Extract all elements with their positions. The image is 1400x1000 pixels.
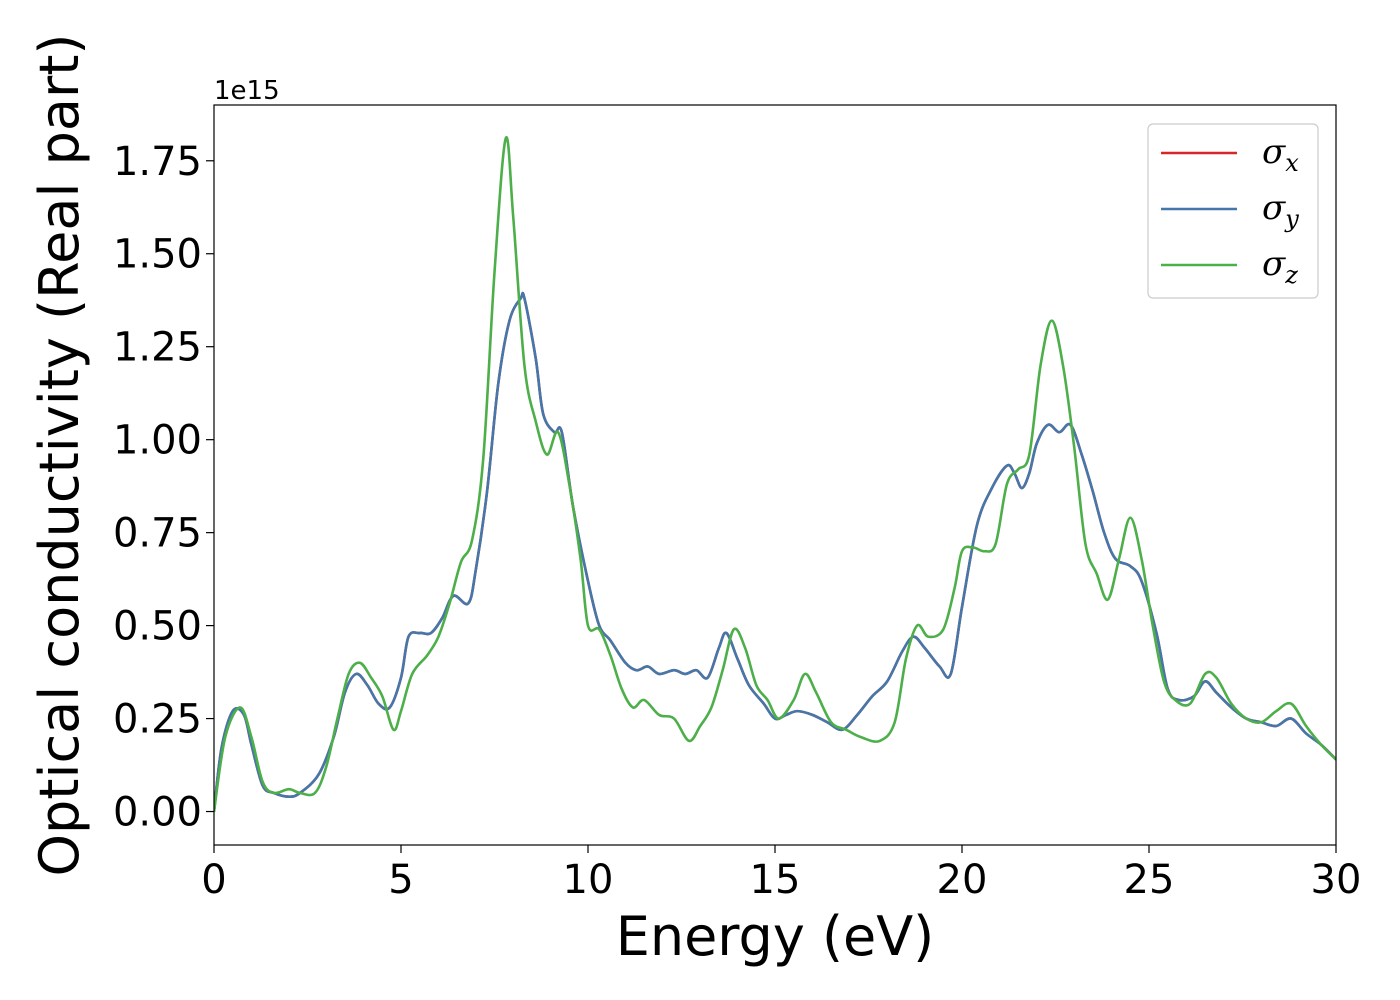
legend-box xyxy=(1147,123,1319,299)
y-axis-ticks: 0.00 0.25 0.50 0.75 1.00 1.25 1.50 1.75 xyxy=(113,139,214,836)
x-tick-label: 0 xyxy=(201,857,226,903)
series-line-sigma-z xyxy=(214,136,1336,812)
y-tick-label: 0.25 xyxy=(113,697,202,743)
y-tick-label: 0.50 xyxy=(113,604,202,650)
x-tick-label: 30 xyxy=(1311,857,1362,903)
legend-label: σz xyxy=(1262,244,1298,289)
x-tick-label: 25 xyxy=(1124,857,1175,903)
y-axis-offset-label: 1e15 xyxy=(214,76,280,106)
y-tick-label: 0.00 xyxy=(113,790,202,836)
y-tick-label: 1.75 xyxy=(113,139,202,185)
x-tick-label: 5 xyxy=(388,857,413,903)
legend: σx σy σz xyxy=(1147,123,1319,299)
legend-entry-sigma-x: σx xyxy=(1161,132,1299,177)
series-layer xyxy=(214,136,1336,812)
legend-label: σy xyxy=(1262,188,1299,233)
series-line-sigma-x xyxy=(214,291,1336,812)
legend-entry-sigma-z: σz xyxy=(1161,244,1298,289)
x-axis-ticks: 0 5 10 15 20 25 30 xyxy=(201,845,1361,903)
legend-label: σx xyxy=(1262,132,1299,177)
y-tick-label: 1.50 xyxy=(113,232,202,278)
series-line-sigma-y xyxy=(214,291,1336,812)
x-tick-label: 15 xyxy=(750,857,801,903)
y-tick-label: 0.75 xyxy=(113,511,202,557)
x-tick-label: 20 xyxy=(937,857,988,903)
y-tick-label: 1.00 xyxy=(113,418,202,464)
legend-entry-sigma-y: σy xyxy=(1161,188,1299,233)
y-axis-label: Optical conductivity (Real part) xyxy=(28,34,91,877)
x-tick-label: 10 xyxy=(563,857,614,903)
x-axis-label: Energy (eV) xyxy=(616,905,935,968)
y-tick-label: 1.25 xyxy=(113,325,202,371)
